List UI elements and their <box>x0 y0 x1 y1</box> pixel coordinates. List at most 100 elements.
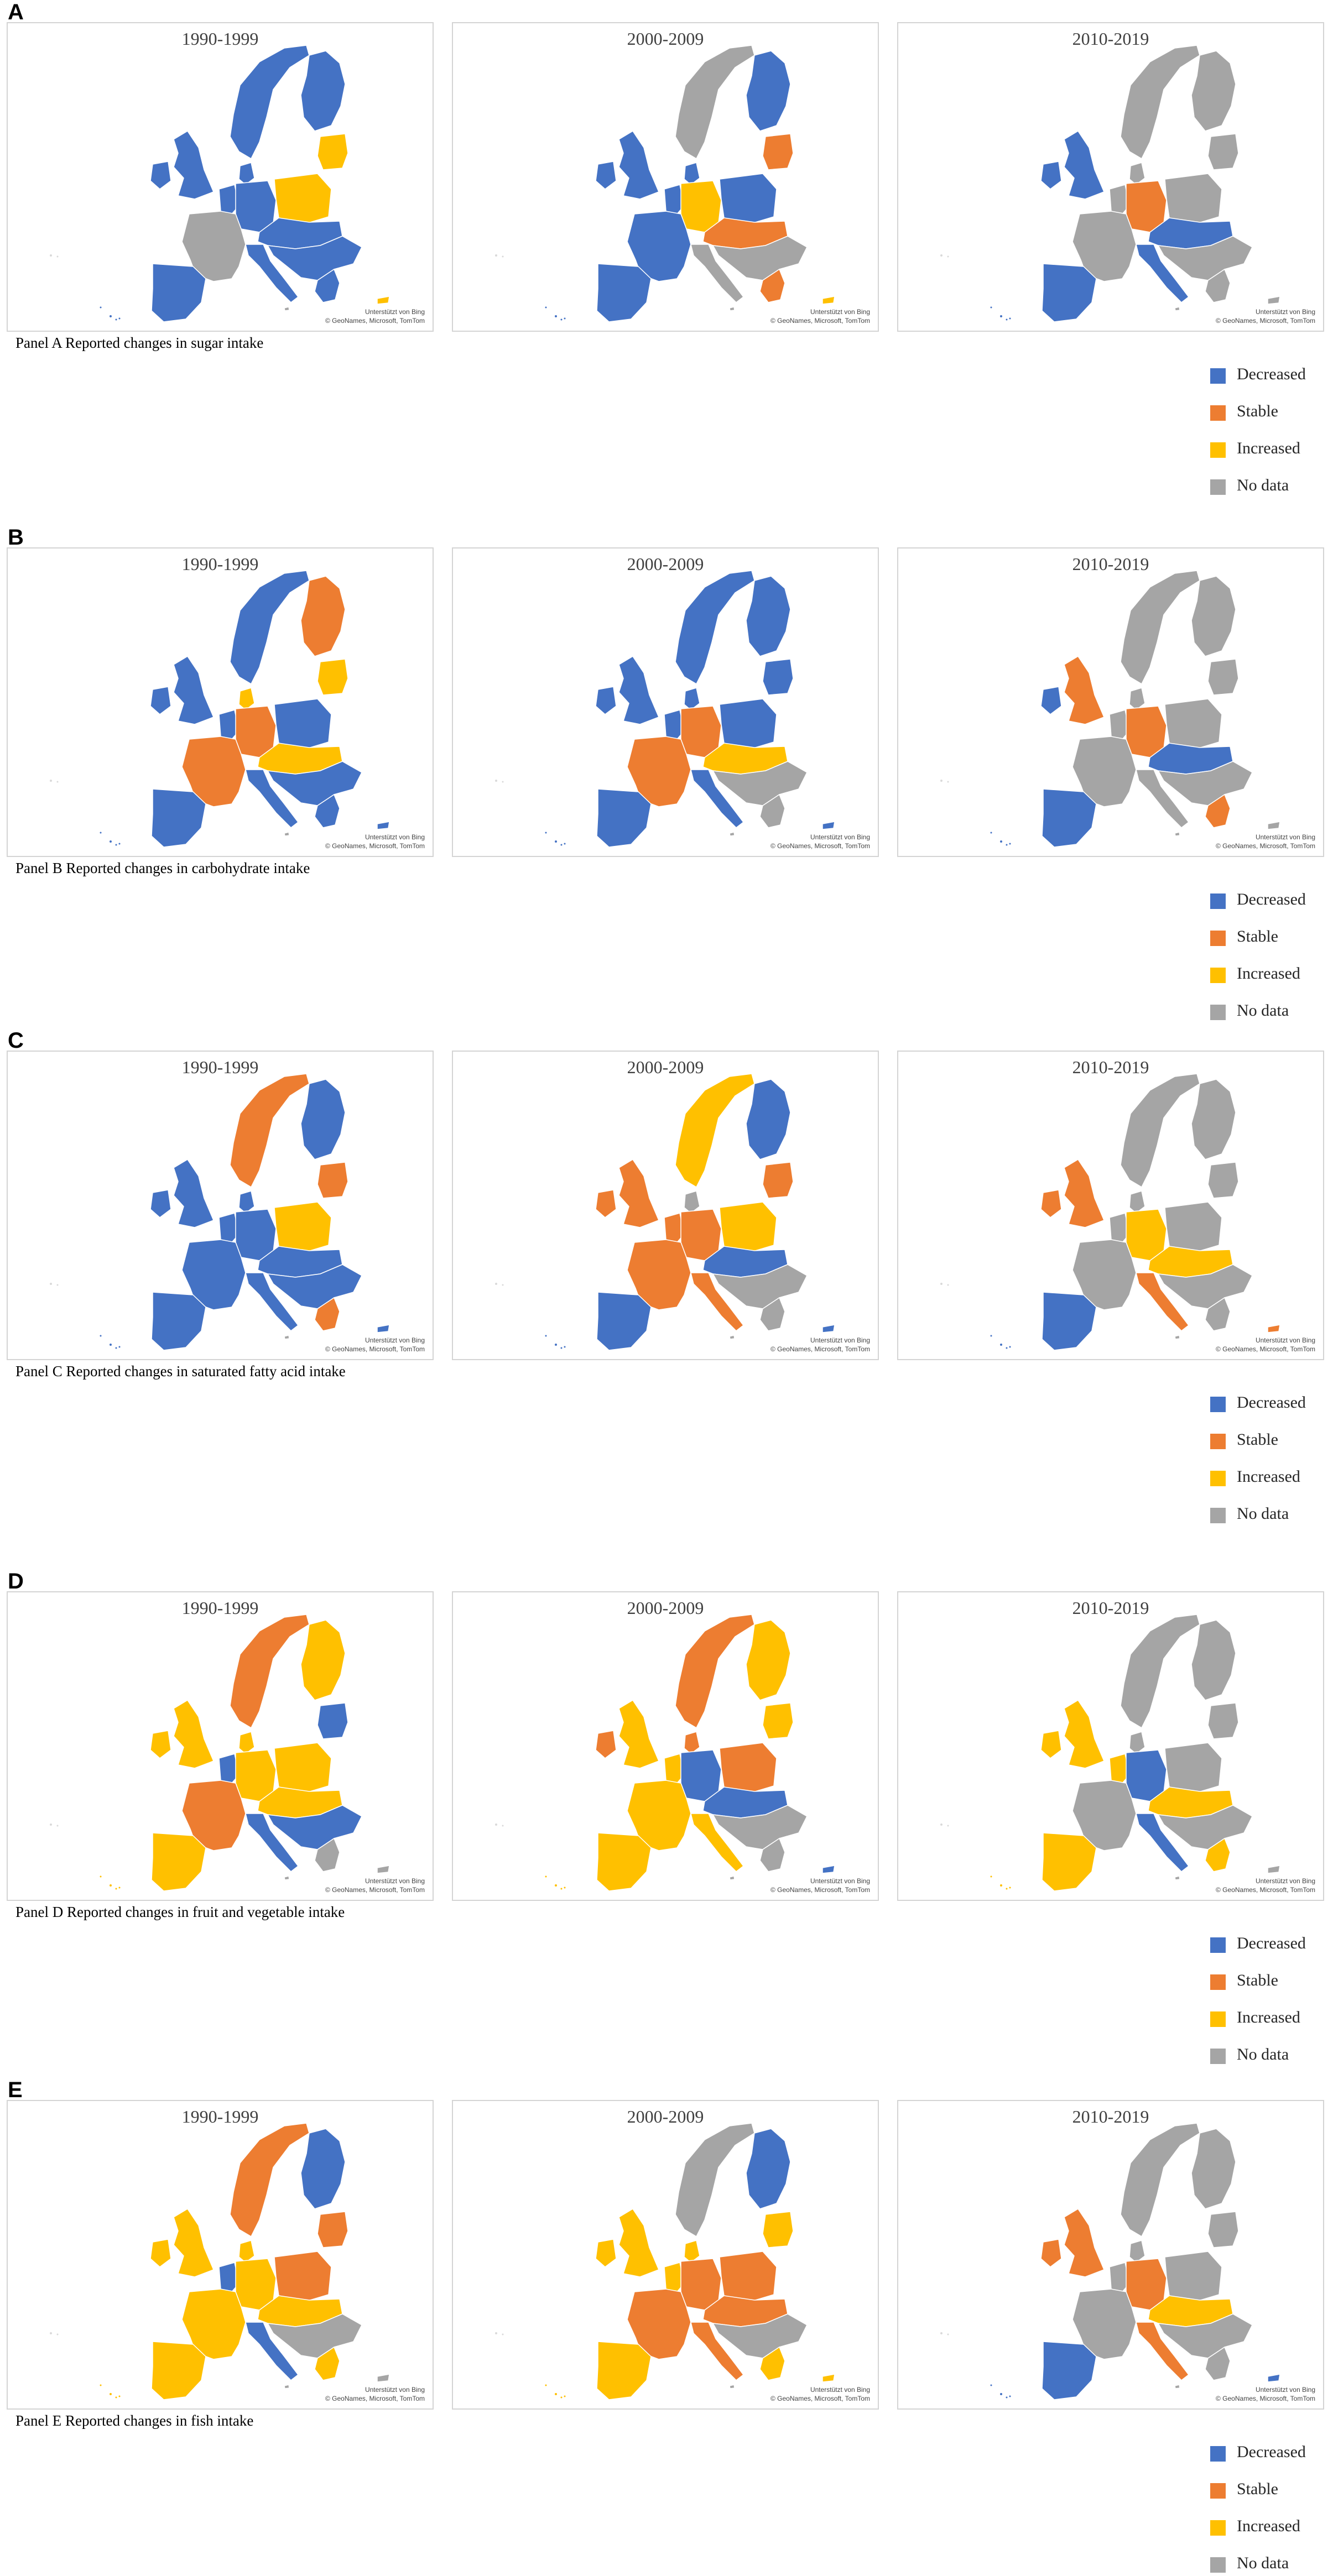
region-baltics <box>1207 1702 1239 1739</box>
atlantic-island <box>555 2393 557 2395</box>
attribution-line: Unterstützt von Bing <box>365 308 425 316</box>
atlantic-island <box>1000 2393 1002 2395</box>
region-italy <box>245 244 299 303</box>
region-ireland <box>150 1189 171 1218</box>
europe-choropleth <box>940 1614 1280 1891</box>
legend-label: No data <box>1237 2554 1289 2572</box>
europe-choropleth <box>495 570 835 848</box>
atlantic-island <box>100 1875 102 1878</box>
region-greece <box>314 793 340 828</box>
legend-swatch <box>1210 1434 1226 1449</box>
region-finland <box>746 50 791 132</box>
region-greece <box>1205 793 1231 828</box>
map-attribution: Unterstützt von Bing © GeoNames, Microsof… <box>325 1877 425 1894</box>
attribution-line: © GeoNames, Microsoft, TomTom <box>325 1345 425 1353</box>
atlantic-island <box>1006 844 1008 846</box>
region-malta <box>1174 1875 1180 1880</box>
region-france <box>627 1780 691 1851</box>
attribution-line: © GeoNames, Microsoft, TomTom <box>770 842 870 850</box>
region-italy <box>1136 244 1190 303</box>
region-iberia <box>596 788 652 848</box>
atlantic-island <box>1000 1344 1002 1346</box>
region-ireland <box>1040 686 1062 715</box>
region-britain <box>173 655 214 725</box>
region-france <box>627 2288 691 2360</box>
panel-caption: Panel E Reported changes in fish intake <box>15 2412 254 2429</box>
region-baltics <box>1207 133 1239 170</box>
region-baltics <box>762 659 794 696</box>
region-italy <box>245 769 299 828</box>
atlantic-island <box>1000 315 1002 317</box>
map-attribution: Unterstützt von Bing © GeoNames, Microsof… <box>325 1336 425 1354</box>
region-scandinavia <box>230 570 310 685</box>
region-ireland <box>1040 161 1062 190</box>
period-title: 2010-2019 <box>1072 29 1149 49</box>
region-scandinavia <box>675 1614 755 1729</box>
atlantic-island <box>502 2333 504 2335</box>
atlantic-island <box>495 2332 497 2334</box>
region-finland <box>1191 576 1236 657</box>
region-denmark <box>1129 1190 1145 1214</box>
attribution-line: Unterstützt von Bing <box>1255 2386 1315 2394</box>
region-denmark <box>684 1731 700 1754</box>
region-cyprus <box>822 2374 835 2382</box>
region-finland <box>746 1079 791 1160</box>
map-attribution: Unterstützt von Bing © GeoNames, Microsof… <box>1216 307 1315 325</box>
region-denmark <box>238 1190 255 1214</box>
region-cyprus <box>1267 1324 1280 1333</box>
atlantic-island <box>118 1887 121 1889</box>
legend-swatch <box>1210 1937 1226 1953</box>
legend-label: Stable <box>1237 1430 1278 1449</box>
map-attribution: Unterstützt von Bing © GeoNames, Microsof… <box>325 833 425 850</box>
atlantic-island <box>545 306 547 309</box>
legend-swatch <box>1210 2557 1226 2573</box>
attribution-line: © GeoNames, Microsoft, TomTom <box>325 1886 425 1894</box>
region-ireland <box>595 1730 617 1759</box>
region-baltics <box>762 2211 794 2248</box>
region-cyprus <box>1267 2374 1280 2382</box>
atlantic-island <box>940 1283 943 1285</box>
attribution-line: © GeoNames, Microsoft, TomTom <box>325 317 425 325</box>
panel-letter: D <box>8 1569 24 1593</box>
region-italy <box>690 2322 744 2381</box>
region-balkans <box>267 236 362 281</box>
region-baltics <box>1207 1162 1239 1199</box>
legend-label: Decreased <box>1237 1934 1306 1952</box>
region-balkans <box>1157 236 1253 281</box>
legend-swatch <box>1210 368 1226 384</box>
region-britain <box>618 655 659 725</box>
region-cyprus <box>822 1865 835 1874</box>
atlantic-island <box>495 1823 497 1826</box>
region-ireland <box>1040 1730 1062 1759</box>
region-scandinavia <box>1120 1073 1200 1188</box>
region-balkans <box>1157 761 1253 806</box>
legend-label: No data <box>1237 1504 1289 1523</box>
legend-swatch <box>1210 893 1226 909</box>
region-poland <box>274 173 332 224</box>
region-denmark <box>1129 162 1145 185</box>
atlantic-island <box>990 2384 992 2386</box>
panel-caption: Panel D Reported changes in fruit and ve… <box>15 1904 345 1920</box>
atlantic-island <box>115 1347 117 1349</box>
region-france <box>627 1239 691 1310</box>
region-denmark <box>238 162 255 185</box>
region-denmark <box>684 1190 700 1214</box>
atlantic-island <box>947 255 949 258</box>
legend-label: Increased <box>1237 439 1300 457</box>
region-poland <box>1164 173 1222 224</box>
period-title: 2010-2019 <box>1072 554 1149 574</box>
region-poland <box>274 1201 332 1252</box>
region-iberia <box>1042 788 1097 848</box>
region-iberia <box>596 1832 652 1891</box>
legend-label: No data <box>1237 476 1289 494</box>
europe-choropleth <box>50 1073 390 1351</box>
region-poland <box>1164 698 1222 749</box>
atlantic-island <box>564 2395 566 2397</box>
region-greece <box>1205 1297 1231 1331</box>
region-cyprus <box>1267 821 1280 830</box>
atlantic-island <box>990 832 992 834</box>
region-balkans <box>1157 2313 1253 2359</box>
atlantic-island <box>947 1825 949 1827</box>
region-italy <box>690 1272 744 1331</box>
attribution-line: Unterstützt von Bing <box>1255 833 1315 841</box>
